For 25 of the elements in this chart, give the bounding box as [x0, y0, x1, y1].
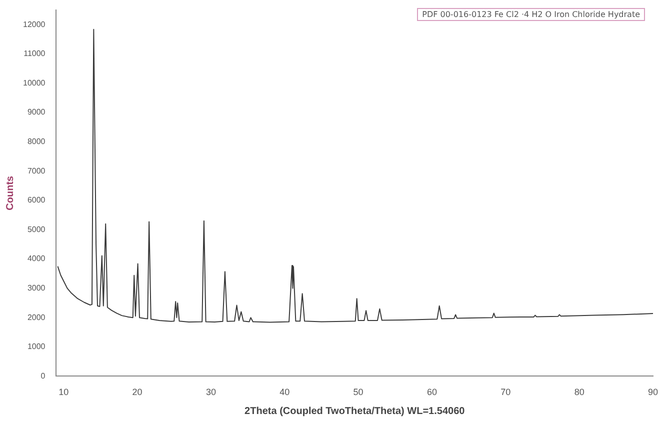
x-axis-title: 2Theta (Coupled TwoTheta/Theta) WL=1.54060	[244, 406, 466, 417]
x-tick-label: 10	[58, 387, 69, 398]
y-tick-label: 0	[40, 371, 46, 380]
y-tick-label: 10000	[22, 78, 46, 88]
y-tick-label: 11000	[24, 49, 46, 58]
y-tick-label: 3000	[27, 284, 46, 293]
x-tick-label: 20	[132, 387, 142, 398]
x-tick-label: 90	[648, 387, 658, 398]
y-tick-label: 5000	[27, 224, 46, 234]
y-tick-label: 6000	[27, 196, 46, 205]
y-tick-label: 9000	[27, 108, 46, 117]
y-tick-label: 8000	[27, 137, 46, 146]
x-tick-label: 60	[426, 387, 437, 398]
y-tick-label: 12000	[22, 20, 46, 29]
y-tick-label: 1000	[27, 342, 46, 352]
y-tick-label: 4000	[27, 254, 46, 264]
x-tick-label: 70	[500, 387, 511, 398]
y-axis-title: Counts	[4, 175, 16, 210]
y-tick-label: 7000	[27, 166, 46, 176]
x-tick-label: 50	[353, 387, 364, 398]
y-tick-label: 2000	[27, 312, 46, 322]
x-tick-label: 80	[574, 387, 584, 398]
x-tick-label: 30	[206, 387, 216, 398]
x-tick-label: 40	[280, 387, 290, 398]
annotation: PDF 00-016-0123 Fe Cl2 ·4 H2 O Iron Chloride Hydrate	[417, 8, 645, 21]
